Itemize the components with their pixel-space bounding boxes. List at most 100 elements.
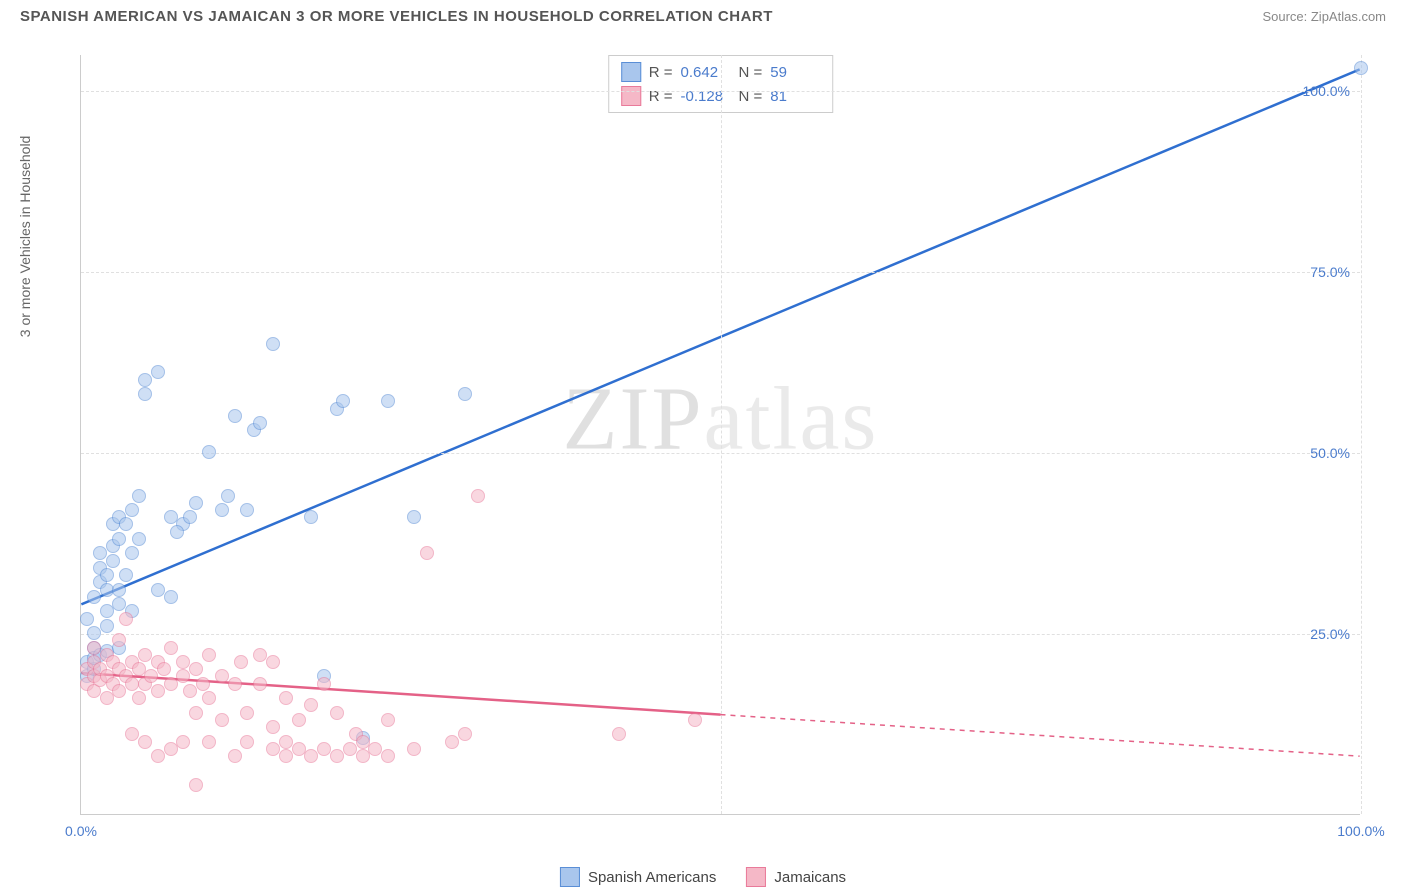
scatter-point <box>336 394 350 408</box>
scatter-point <box>151 684 165 698</box>
scatter-point <box>189 662 203 676</box>
scatter-point <box>132 532 146 546</box>
scatter-point <box>356 735 370 749</box>
scatter-point <box>119 612 133 626</box>
gridline-x <box>1361 55 1362 814</box>
scatter-point <box>292 742 306 756</box>
scatter-point <box>87 590 101 604</box>
legend-item: Jamaicans <box>746 867 846 887</box>
scatter-point <box>189 496 203 510</box>
scatter-point <box>112 532 126 546</box>
scatter-point <box>87 626 101 640</box>
plot-region: ZIPatlas R =0.642N =59R =-0.128N =81 25.… <box>80 55 1360 815</box>
scatter-point <box>144 669 158 683</box>
x-tick-label: 0.0% <box>65 823 97 839</box>
chart-source: Source: ZipAtlas.com <box>1262 9 1386 24</box>
scatter-point <box>343 742 357 756</box>
scatter-point <box>458 727 472 741</box>
stats-swatch <box>621 86 641 106</box>
scatter-point <box>138 387 152 401</box>
stats-r-label: R = <box>649 88 673 105</box>
scatter-point <box>100 604 114 618</box>
scatter-point <box>202 445 216 459</box>
scatter-point <box>164 677 178 691</box>
scatter-point <box>612 727 626 741</box>
scatter-point <box>292 713 306 727</box>
scatter-point <box>266 337 280 351</box>
scatter-point <box>445 735 459 749</box>
stats-r-label: R = <box>649 64 673 81</box>
scatter-point <box>471 489 485 503</box>
scatter-point <box>330 749 344 763</box>
scatter-point <box>183 510 197 524</box>
scatter-point <box>240 706 254 720</box>
scatter-point <box>112 633 126 647</box>
scatter-point <box>119 568 133 582</box>
scatter-point <box>176 735 190 749</box>
stats-swatch <box>621 62 641 82</box>
scatter-point <box>420 546 434 560</box>
scatter-point <box>317 742 331 756</box>
y-axis-label: 3 or more Vehicles in Household <box>17 136 33 338</box>
stats-n-value: 59 <box>770 64 820 81</box>
scatter-point <box>407 510 421 524</box>
chart-header: SPANISH AMERICAN VS JAMAICAN 3 OR MORE V… <box>0 0 1406 29</box>
scatter-point <box>138 735 152 749</box>
stats-n-label: N = <box>739 64 763 81</box>
scatter-point <box>87 641 101 655</box>
y-tick-label: 100.0% <box>1303 83 1350 99</box>
scatter-point <box>266 742 280 756</box>
scatter-point <box>279 749 293 763</box>
scatter-point <box>240 735 254 749</box>
scatter-point <box>266 720 280 734</box>
scatter-point <box>228 409 242 423</box>
stats-r-value: 0.642 <box>681 64 731 81</box>
scatter-point <box>125 727 139 741</box>
scatter-point <box>228 749 242 763</box>
stats-n-label: N = <box>739 88 763 105</box>
scatter-point <box>80 612 94 626</box>
scatter-point <box>407 742 421 756</box>
scatter-point <box>106 554 120 568</box>
legend-label: Spanish Americans <box>588 869 716 886</box>
scatter-point <box>138 373 152 387</box>
scatter-point <box>176 655 190 669</box>
gridline-x <box>721 55 722 814</box>
scatter-point <box>112 684 126 698</box>
scatter-point <box>100 568 114 582</box>
scatter-point <box>112 583 126 597</box>
legend-item: Spanish Americans <box>560 867 716 887</box>
scatter-point <box>253 416 267 430</box>
scatter-point <box>151 583 165 597</box>
scatter-point <box>132 489 146 503</box>
scatter-point <box>688 713 702 727</box>
scatter-point <box>100 691 114 705</box>
scatter-point <box>240 503 254 517</box>
legend-label: Jamaicans <box>774 869 846 886</box>
scatter-point <box>368 742 382 756</box>
x-tick-label: 100.0% <box>1337 823 1384 839</box>
scatter-point <box>176 669 190 683</box>
scatter-point <box>234 655 248 669</box>
scatter-point <box>215 503 229 517</box>
scatter-point <box>189 706 203 720</box>
scatter-point <box>381 394 395 408</box>
scatter-point <box>164 742 178 756</box>
scatter-point <box>138 648 152 662</box>
bottom-legend: Spanish Americans Jamaicans <box>560 867 846 887</box>
scatter-point <box>112 597 126 611</box>
scatter-point <box>266 655 280 669</box>
scatter-point <box>202 691 216 705</box>
chart-title: SPANISH AMERICAN VS JAMAICAN 3 OR MORE V… <box>20 8 773 25</box>
scatter-point <box>125 546 139 560</box>
chart-area: 3 or more Vehicles in Household ZIPatlas… <box>60 45 1380 815</box>
scatter-point <box>196 677 210 691</box>
scatter-point <box>164 641 178 655</box>
scatter-point <box>157 662 171 676</box>
scatter-point <box>304 698 318 712</box>
scatter-point <box>119 517 133 531</box>
scatter-point <box>151 749 165 763</box>
scatter-point <box>317 677 331 691</box>
scatter-point <box>132 662 146 676</box>
scatter-point <box>202 648 216 662</box>
